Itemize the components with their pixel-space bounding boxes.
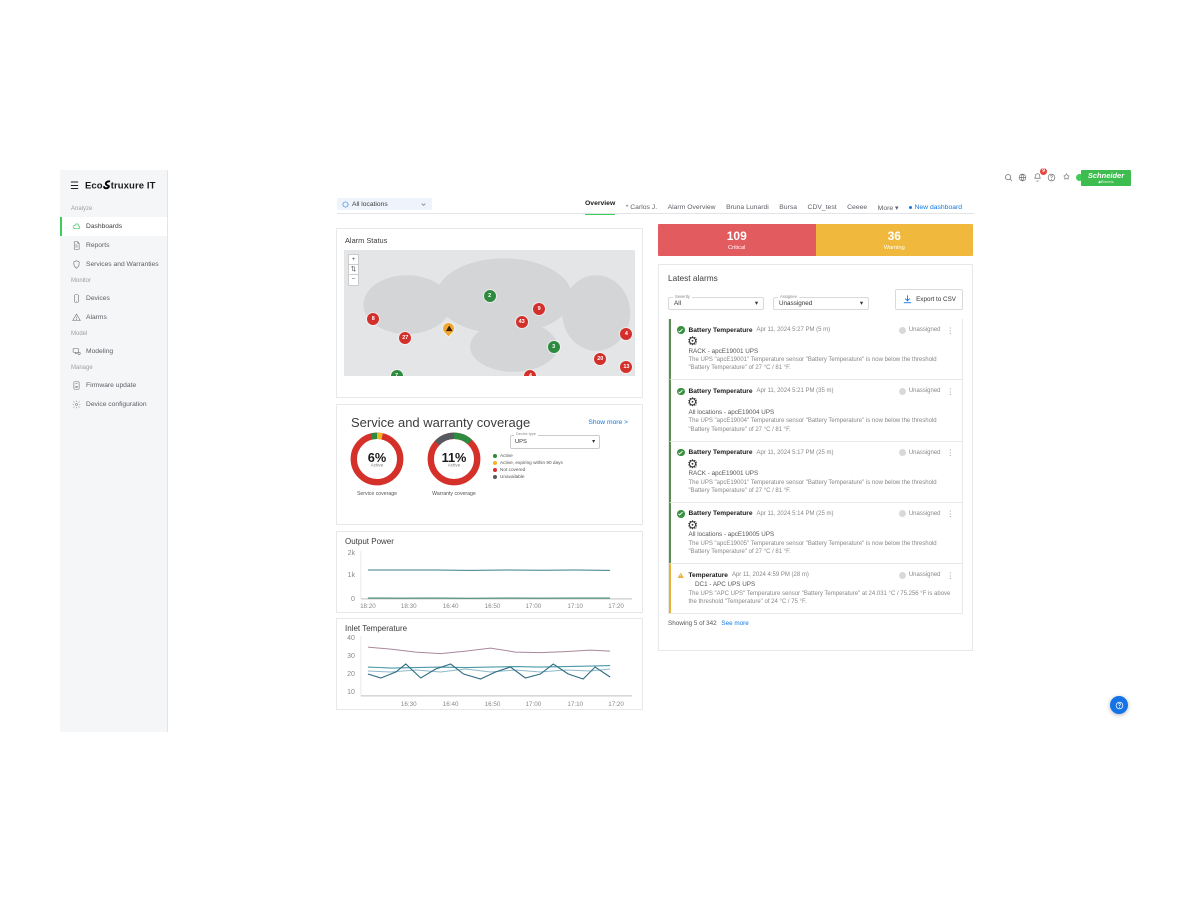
svg-text:2k: 2k	[348, 550, 356, 557]
svg-text:10: 10	[347, 689, 355, 696]
svg-text:16:50: 16:50	[485, 701, 501, 708]
svg-text:17:20: 17:20	[608, 701, 624, 708]
svg-text:17:10: 17:10	[567, 603, 583, 610]
svg-text:18:30: 18:30	[401, 603, 417, 610]
svg-text:17:00: 17:00	[526, 701, 542, 708]
svg-text:17:00: 17:00	[526, 603, 542, 610]
svg-text:17:10: 17:10	[567, 701, 583, 708]
svg-text:16:40: 16:40	[443, 701, 459, 708]
svg-text:1k: 1k	[348, 572, 356, 579]
svg-text:Active: Active	[371, 463, 384, 468]
svg-text:16:50: 16:50	[485, 603, 501, 610]
svg-text:20: 20	[347, 671, 355, 678]
svg-text:40: 40	[347, 635, 355, 642]
svg-text:16:40: 16:40	[443, 603, 459, 610]
svg-text:Active: Active	[448, 463, 461, 468]
svg-text:16:30: 16:30	[401, 701, 417, 708]
svg-text:0: 0	[351, 596, 355, 603]
svg-text:18:20: 18:20	[360, 603, 376, 610]
svg-text:30: 30	[347, 653, 355, 660]
svg-text:17:20: 17:20	[608, 603, 624, 610]
